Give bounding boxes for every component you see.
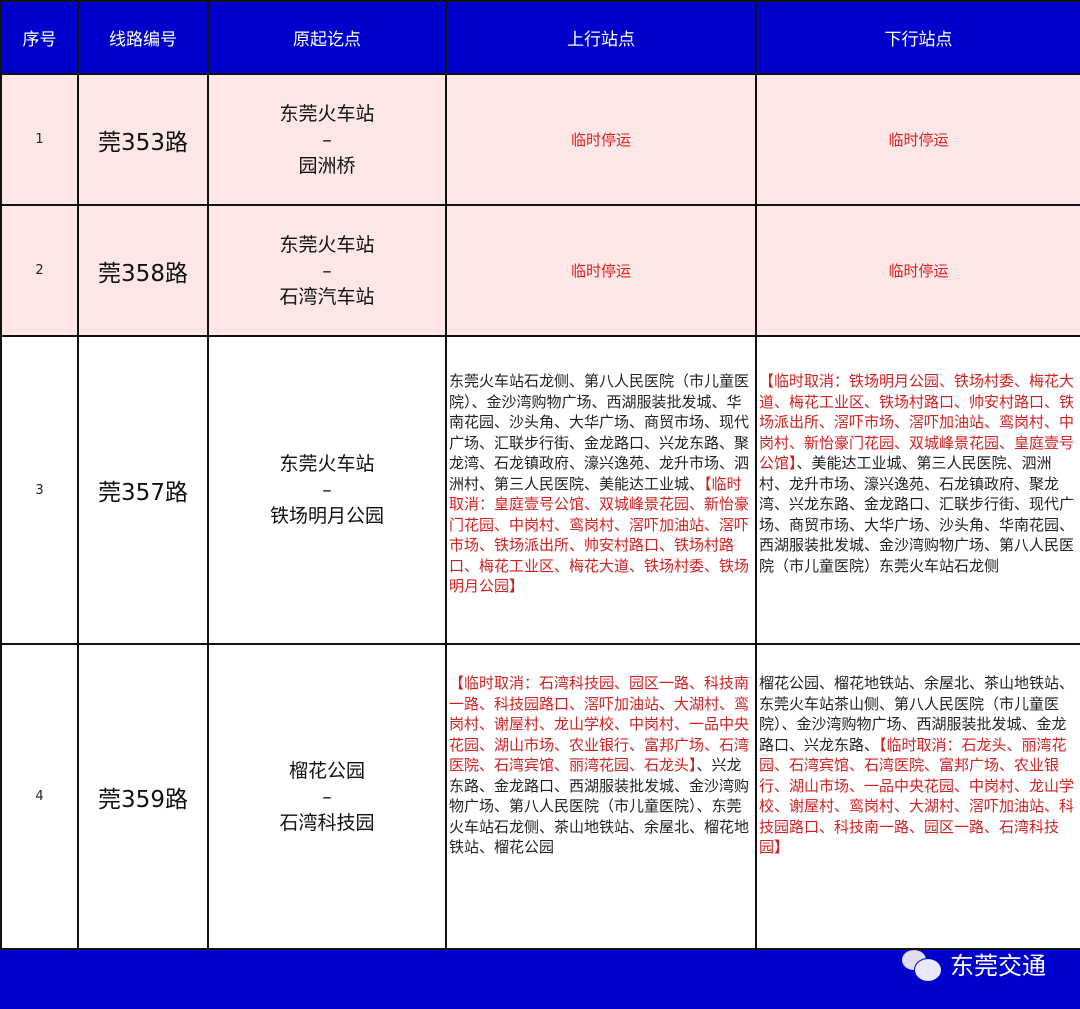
destination: 园洲桥	[298, 154, 356, 177]
row-od: 榴花公园 – 石湾科技园	[207, 643, 447, 950]
row-od: 东莞火车站 – 铁场明月公园	[207, 335, 447, 645]
row-seq: 1	[0, 73, 79, 206]
cancelled-stations: 【临时取消：铁场明月公园、铁场村委、梅花大道、梅花工业区、铁场村路口、帅安村路口…	[759, 372, 1075, 472]
header-line: 线路编号	[77, 0, 209, 75]
table-row: 4 莞359路 榴花公园 – 石湾科技园 【临时取消：石湾科技园、园区一路、科技南一…	[0, 643, 1080, 950]
footer-bar: 东莞交通	[0, 949, 1080, 1009]
wechat-icon	[900, 948, 944, 982]
watermark: 东莞交通	[900, 946, 1046, 982]
row-line: 莞358路	[77, 204, 209, 337]
down-stations: 【临时取消：铁场明月公园、铁场村委、梅花大道、梅花工业区、铁场村路口、帅安村路口…	[755, 335, 1080, 645]
station-list: 、兴龙东路、金龙路口、西湖服装批发城、金沙湾购物广场、第八人民医院（市儿童医院）…	[449, 756, 750, 856]
header-seq: 序号	[0, 0, 79, 75]
station-list: 东莞火车站石龙侧、第八人民医院（市儿童医院）、金沙湾购物广场、西湖服装批发城、华…	[449, 372, 750, 493]
row-od: 东莞火车站 – 石湾汽车站	[207, 204, 447, 337]
cancelled-stations: 【临时取消：石湾科技园、园区一路、科技南一路、科技园路口、滘吓加油站、大湖村、鸾…	[449, 674, 750, 774]
down-status: 临时停运	[755, 73, 1080, 206]
table-row: 2 莞358路 东莞火车站 – 石湾汽车站 临时停运 临时停运	[0, 204, 1080, 337]
header-od: 原起讫点	[207, 0, 447, 75]
row-line: 莞359路	[77, 643, 209, 950]
destination: 铁场明月公园	[269, 505, 384, 527]
station-list: 榴花公园、榴花地铁站、余屋北、茶山地铁站、东莞火车站茶山侧、第八人民医院（市儿童…	[759, 674, 1075, 754]
destination: 石湾汽车站	[279, 285, 375, 308]
header-down: 下行站点	[755, 0, 1080, 75]
dash: –	[322, 785, 332, 808]
dash: –	[322, 259, 332, 282]
origin: 榴花公园	[288, 759, 365, 782]
watermark-text: 东莞交通	[950, 952, 1046, 980]
down-stations: 榴花公园、榴花地铁站、余屋北、茶山地铁站、东莞火车站茶山侧、第八人民医院（市儿童…	[755, 643, 1080, 950]
dash: –	[322, 479, 332, 501]
row-seq: 3	[0, 335, 79, 645]
header-up: 上行站点	[445, 0, 757, 75]
up-status: 临时停运	[445, 204, 757, 337]
up-status: 临时停运	[445, 73, 757, 206]
down-status: 临时停运	[755, 204, 1080, 337]
dash: –	[322, 128, 332, 151]
row-line: 莞353路	[77, 73, 209, 206]
cancelled-stations: 【临时取消：皇庭壹号公馆、双城峰景花园、新怡豪门花园、中岗村、鸾岗村、滘吓加油站…	[449, 474, 750, 596]
table-row: 1 莞353路 东莞火车站 – 园洲桥 临时停运 临时停运	[0, 73, 1080, 206]
destination: 石湾科技园	[279, 811, 375, 834]
cancelled-stations: 【临时取消：石龙头、丽湾花园、石湾宾馆、石湾医院、富邦广场、农业银行、湖山市场、…	[759, 735, 1075, 857]
origin: 东莞火车站	[279, 453, 375, 475]
origin: 东莞火车站	[279, 233, 375, 256]
table-row: 3 莞357路 东莞火车站 – 铁场明月公园 东莞火车站石龙侧、第八人民医院（市儿童…	[0, 335, 1080, 645]
origin: 东莞火车站	[279, 102, 375, 125]
up-stations: 【临时取消：石湾科技园、园区一路、科技南一路、科技园路口、滘吓加油站、大湖村、鸾…	[445, 643, 757, 950]
row-seq: 4	[0, 643, 79, 950]
row-od: 东莞火车站 – 园洲桥	[207, 73, 447, 206]
station-list: 、美能达工业城、第三人民医院、泗洲村、龙升市场、濠兴逸苑、石龙镇政府、聚龙湾、兴…	[759, 454, 1075, 575]
up-stations: 东莞火车站石龙侧、第八人民医院（市儿童医院）、金沙湾购物广场、西湖服装批发城、华…	[445, 335, 757, 645]
row-line: 莞357路	[77, 335, 209, 645]
route-table: 序号 线路编号 原起讫点 上行站点 下行站点 1 莞353路 东莞火车站 – 园洲桥…	[0, 0, 1080, 950]
table-header: 序号 线路编号 原起讫点 上行站点 下行站点	[0, 0, 1080, 75]
row-seq: 2	[0, 204, 79, 337]
